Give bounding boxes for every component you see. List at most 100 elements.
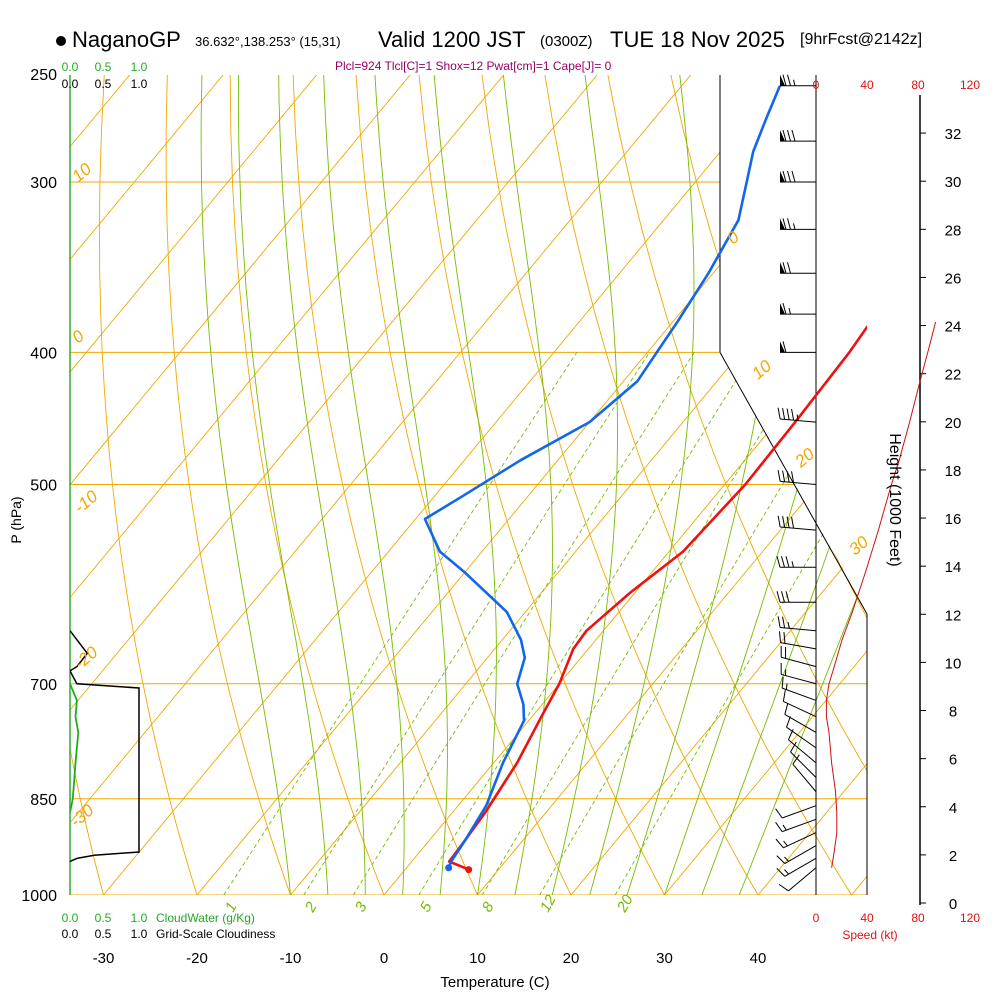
wind-barb-half-feather xyxy=(788,308,791,315)
cloudiness-line xyxy=(70,630,140,863)
wind-barb-staff xyxy=(784,845,817,865)
wind-barb-half-feather xyxy=(785,683,788,690)
mixing-ratio-label: 20 xyxy=(613,891,637,915)
x-tick-label: 40 xyxy=(750,950,767,967)
dry-adiabat-line xyxy=(98,75,198,895)
height-tick-label: 30 xyxy=(945,174,962,191)
height-tick-label: 0 xyxy=(949,896,957,913)
wind-barb-feather xyxy=(777,515,781,528)
height-tick-label: 12 xyxy=(945,607,962,624)
wind-barb xyxy=(780,170,816,183)
height-tick-label: 22 xyxy=(945,367,962,384)
wind-barb-staff xyxy=(781,673,817,685)
wind-barb-pennant xyxy=(780,341,785,353)
wind-barb-half-feather xyxy=(796,414,799,421)
wind-barb xyxy=(775,818,817,833)
wind-barb-feather xyxy=(787,129,791,142)
height-tick-label: 8 xyxy=(949,704,957,721)
cloud-water-tick-label: 0.0 xyxy=(62,911,79,925)
wind-barb-feather xyxy=(786,408,790,420)
wind-barb-staff xyxy=(782,805,817,819)
wind-barb-feather xyxy=(782,74,787,86)
mixing-ratio-line xyxy=(418,352,754,895)
wind-barb-pennant xyxy=(780,303,785,315)
wind-barb-staff xyxy=(783,701,817,718)
wind-barb xyxy=(792,754,817,793)
wind-barb xyxy=(780,129,816,142)
wind-barb-feather xyxy=(782,690,786,702)
wind-barb xyxy=(780,302,816,315)
wind-barb-feather xyxy=(776,556,781,568)
dry-adiabat-line xyxy=(481,75,759,895)
wind-barb xyxy=(777,616,817,632)
x-tick-label: 20 xyxy=(563,950,580,967)
wind-barb-staff xyxy=(780,627,817,632)
mixing-ratio-label: 5 xyxy=(417,899,436,915)
moist-adiabat-line xyxy=(323,75,405,895)
y-axis-title: P (hPa) xyxy=(8,496,24,543)
dry-adiabat-line xyxy=(607,75,867,772)
wind-barb-feather xyxy=(782,616,786,629)
speed-axis-title: Speed (kt) xyxy=(842,928,897,942)
isotherm-line xyxy=(103,75,785,895)
wind-barb-feather xyxy=(782,170,787,183)
wind-barb-half-feather xyxy=(783,840,788,847)
dry-adiabat-line xyxy=(859,75,867,100)
pressure-tick-label: 400 xyxy=(30,345,57,362)
dewpoint-surface-point xyxy=(445,864,453,872)
dry-adiabat-line xyxy=(922,74,1000,895)
wind-barb xyxy=(782,690,817,718)
mixing-ratio-line xyxy=(614,458,867,895)
x-tick-label: -30 xyxy=(93,950,115,967)
wind-barb-feather xyxy=(782,341,787,353)
speed-tick-label: 0 xyxy=(813,78,820,92)
wind-barb-feather xyxy=(777,407,781,420)
height-tick-label: 16 xyxy=(945,511,962,528)
wind-barb-feather xyxy=(786,516,790,528)
speed-tick-label: 120 xyxy=(960,911,980,925)
speed-tick-label: 80 xyxy=(911,911,925,925)
mixing-ratio-line xyxy=(223,352,578,895)
wind-barb-feather xyxy=(790,741,797,753)
isotherm-label: -10 xyxy=(70,486,101,517)
wind-barb-staff xyxy=(784,857,817,877)
wind-barb xyxy=(780,218,816,230)
wind-barb-staff xyxy=(782,818,817,833)
height-tick-label: 10 xyxy=(945,655,962,672)
dry-adiabat-line xyxy=(70,746,104,895)
x-tick-label: 0 xyxy=(380,950,388,967)
wind-barb-staff xyxy=(788,739,817,764)
x-tick-label: -10 xyxy=(280,950,302,967)
valid-time: Valid 1200 JST xyxy=(378,27,526,52)
pressure-tick-label: 850 xyxy=(30,792,57,809)
wind-barb-staff xyxy=(782,687,817,701)
wind-barb xyxy=(777,515,817,531)
height-tick-label: 32 xyxy=(945,126,962,143)
wind-barb-feather xyxy=(775,838,784,849)
wind-barb-feather xyxy=(785,556,790,568)
cloudiness-tick-label: 0.5 xyxy=(95,77,112,91)
dry-adiabat-line xyxy=(985,74,1000,895)
wind-barb-half-feather xyxy=(787,622,790,629)
mixing-ratio-line xyxy=(481,352,812,895)
speed-tick-label: 80 xyxy=(911,78,925,92)
wind-barb-feather xyxy=(775,808,783,819)
wind-barb xyxy=(787,729,817,764)
height-axis-title: Height (1000 Feet) xyxy=(886,433,903,566)
wind-barb-feather xyxy=(781,591,785,603)
wind-barb-feather xyxy=(787,729,794,740)
wind-barb xyxy=(781,676,817,701)
height-tick-label: 20 xyxy=(945,415,962,432)
wind-speed-line xyxy=(825,321,937,868)
wind-barb-staff xyxy=(792,763,817,793)
wind-barb-half-feather xyxy=(784,856,790,862)
wind-barb-feather xyxy=(786,716,791,728)
wind-barb-feather xyxy=(776,591,781,603)
wind-barb-feather xyxy=(782,129,787,142)
wind-barb-pennant xyxy=(780,74,785,86)
wind-barb-feather xyxy=(781,676,784,689)
height-tick-label: 24 xyxy=(945,319,962,336)
isotherm-line xyxy=(945,74,1000,895)
isotherm-line xyxy=(70,75,505,599)
wind-barb-feather xyxy=(782,302,787,315)
